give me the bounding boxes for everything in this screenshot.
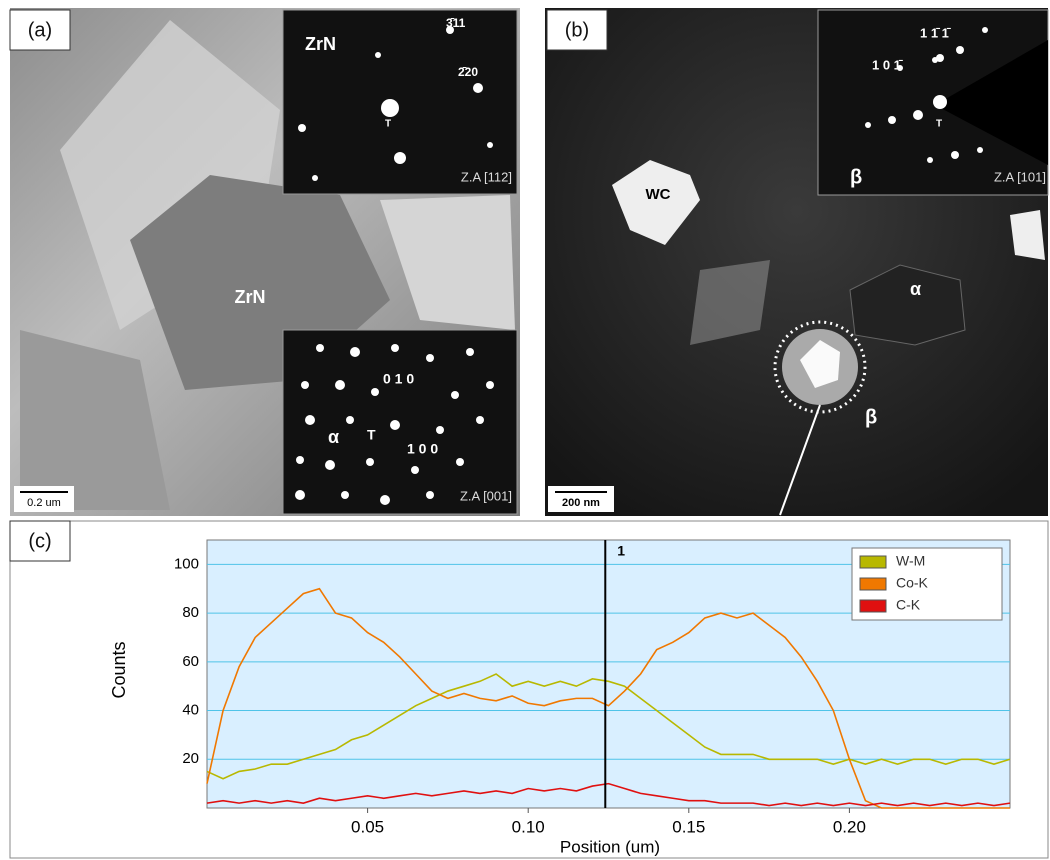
origin-label: T xyxy=(936,119,942,130)
y-tick-label: 80 xyxy=(182,604,199,621)
zone-axis: Z.A [112] xyxy=(461,169,512,184)
origin-label: T xyxy=(385,119,391,130)
legend-label: C-K xyxy=(896,597,921,613)
y-axis-title: Counts xyxy=(109,641,129,698)
panel-b: (b) WC α β 1 1̄ 1̄ 1 0 1̄ T β Z.A [101] … xyxy=(545,8,1048,516)
y-tick-label: 100 xyxy=(174,555,199,572)
x-tick-label: 0.10 xyxy=(512,817,545,836)
scale-bar-label: 200 nm xyxy=(562,497,600,509)
grain-label: β xyxy=(865,406,877,428)
grain xyxy=(1010,210,1045,260)
x-tick-label: 0.15 xyxy=(672,817,705,836)
spot-label: 3̄11 xyxy=(446,16,466,30)
legend-swatch xyxy=(860,556,886,568)
scale-bar-label: 0.2 um xyxy=(27,497,61,509)
spot-label: 1 0 1̄ xyxy=(872,57,903,72)
spot-label: 2̄20 xyxy=(458,65,478,79)
phase-label: α xyxy=(328,427,339,447)
figure: (a) ZrN ZrN 3̄11 2̄20 T Z.A [112] 0 1 0 … xyxy=(0,0,1050,860)
marker-label: 1 xyxy=(617,543,625,559)
panel-label: (b) xyxy=(565,19,589,41)
panel-a: (a) ZrN ZrN 3̄11 2̄20 T Z.A [112] 0 1 0 … xyxy=(10,8,520,516)
phase-label: β xyxy=(850,166,862,188)
x-tick-label: 0.05 xyxy=(351,817,384,836)
zone-axis: Z.A [001] xyxy=(460,488,512,503)
legend-swatch xyxy=(860,578,886,590)
page: (a) ZrN ZrN 3̄11 2̄20 T Z.A [112] 0 1 0 … xyxy=(0,0,1050,860)
phase-label: ZrN xyxy=(305,34,336,54)
x-tick-label: 0.20 xyxy=(833,817,866,836)
x-axis-title: Position (um) xyxy=(560,837,660,856)
panel-label: (c) xyxy=(28,530,51,552)
origin-label: T xyxy=(367,427,376,443)
zone-axis: Z.A [101] xyxy=(994,169,1046,184)
legend-label: W-M xyxy=(896,553,925,569)
legend-swatch xyxy=(860,600,886,612)
legend-label: Co-K xyxy=(896,575,929,591)
y-tick-label: 20 xyxy=(182,750,199,767)
spot-label: 1 0 0 xyxy=(407,441,438,457)
y-tick-label: 40 xyxy=(182,702,199,719)
spot-label: 0 1 0 xyxy=(383,371,414,387)
spot-label: 1 1̄ 1̄ xyxy=(920,25,951,40)
grain-label: ZrN xyxy=(235,287,266,307)
grain-label: WC xyxy=(646,186,671,203)
panel-label: (a) xyxy=(28,19,52,41)
grain-label: α xyxy=(910,279,921,299)
y-tick-label: 60 xyxy=(182,653,199,670)
